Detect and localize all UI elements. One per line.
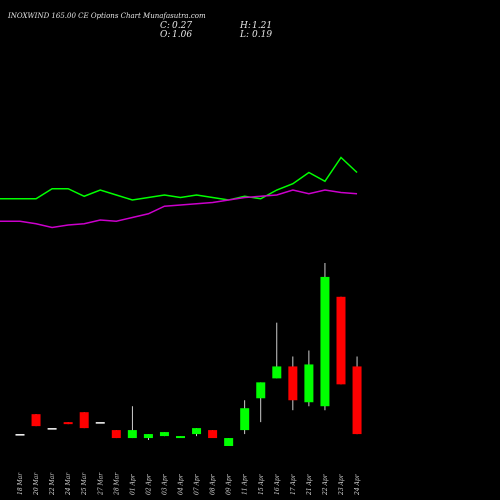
x-tick-label: 25 Mar xyxy=(81,472,88,496)
x-tick-label: 04 Apr xyxy=(178,473,185,495)
x-axis-ticks: 18 Mar 20 Mar 22 Mar 24 Mar 25 Mar 27 Mar 28 M… xyxy=(17,472,361,496)
low-label: L: xyxy=(239,30,249,40)
candle-body xyxy=(63,422,73,425)
candle-07-apr xyxy=(192,428,202,437)
x-tick-label: 16 Apr xyxy=(274,473,281,495)
high-value: 1.21 xyxy=(252,21,272,31)
candle-body xyxy=(240,408,250,431)
candle-24-apr xyxy=(352,356,362,435)
x-tick-label: 07 Apr xyxy=(194,473,201,495)
candle-body xyxy=(15,434,25,436)
x-tick-label: 09 Apr xyxy=(226,473,233,495)
candle-body xyxy=(288,366,298,401)
x-tick-label: 15 Apr xyxy=(258,473,265,495)
candle-body xyxy=(31,414,41,427)
x-tick-label: 22 Mar xyxy=(49,472,56,496)
x-tick-label: 02 Apr xyxy=(145,473,152,495)
candle-body xyxy=(256,382,266,399)
moving-average-lines xyxy=(0,156,358,229)
high-label: H: xyxy=(239,21,251,31)
low-value: 0.19 xyxy=(252,30,272,40)
x-tick-label: 01 Apr xyxy=(129,473,136,495)
x-tick-label: 20 Mar xyxy=(33,472,40,496)
candle-body xyxy=(95,422,105,424)
candle-21-apr xyxy=(304,350,314,407)
candle-18-mar xyxy=(15,434,25,436)
x-tick-label: 24 Apr xyxy=(354,473,361,496)
candle-17-apr xyxy=(288,356,298,411)
open-value: 1.06 xyxy=(172,30,192,40)
ma-fast-line xyxy=(0,156,358,201)
candle-body xyxy=(320,276,330,407)
x-tick-label: 21 Apr xyxy=(306,473,313,496)
candle-28-mar xyxy=(111,430,121,439)
candle-body xyxy=(127,430,137,439)
close-label: C: xyxy=(160,21,170,31)
open-label: O: xyxy=(160,30,170,40)
candle-body xyxy=(176,436,185,439)
candle-15-apr xyxy=(256,382,266,423)
candle-04-apr xyxy=(176,436,185,439)
candle-body xyxy=(192,428,202,435)
candle-body xyxy=(272,366,282,379)
chart-title: INOXWIND 165.00 CE Options Chart Munafas… xyxy=(7,12,206,20)
candle-23-apr xyxy=(336,296,346,385)
candle-27-mar xyxy=(95,422,105,424)
candle-02-apr xyxy=(143,434,153,441)
x-tick-label: 24 Mar xyxy=(65,472,72,496)
candle-body xyxy=(304,364,314,403)
candle-20-mar xyxy=(31,414,41,427)
candle-01-apr xyxy=(127,406,137,439)
candle-24-mar xyxy=(63,422,73,425)
candle-03-apr xyxy=(159,432,169,437)
candle-22-mar xyxy=(47,428,57,430)
x-tick-label: 27 Mar xyxy=(97,472,104,496)
candle-08-apr xyxy=(208,430,218,439)
candle-25-mar xyxy=(79,412,89,429)
ma-slow-line xyxy=(0,189,358,229)
candlesticks xyxy=(15,262,362,447)
x-tick-label: 17 Apr xyxy=(290,473,297,495)
x-tick-label: 28 Mar xyxy=(113,472,120,496)
x-tick-label: 23 Apr xyxy=(338,473,345,496)
candle-body xyxy=(143,434,153,439)
candle-body xyxy=(111,430,121,439)
candle-16-apr xyxy=(272,322,282,379)
candle-body xyxy=(352,366,362,435)
x-tick-label: 18 Mar xyxy=(17,472,24,495)
candle-22-apr xyxy=(320,262,330,411)
candle-body xyxy=(224,438,234,447)
x-tick-label: 22 Apr xyxy=(322,473,329,496)
close-value: 0.27 xyxy=(172,21,192,31)
x-tick-label: 08 Apr xyxy=(210,473,217,495)
x-tick-label: 03 Apr xyxy=(161,473,168,495)
x-tick-label: 11 Apr xyxy=(242,473,249,495)
candle-body xyxy=(79,412,89,429)
candle-body xyxy=(47,428,57,430)
candle-body xyxy=(159,432,169,437)
candle-11-apr xyxy=(240,400,250,435)
candle-body xyxy=(208,430,218,439)
candle-09-apr xyxy=(224,438,234,447)
candle-body xyxy=(336,296,346,385)
